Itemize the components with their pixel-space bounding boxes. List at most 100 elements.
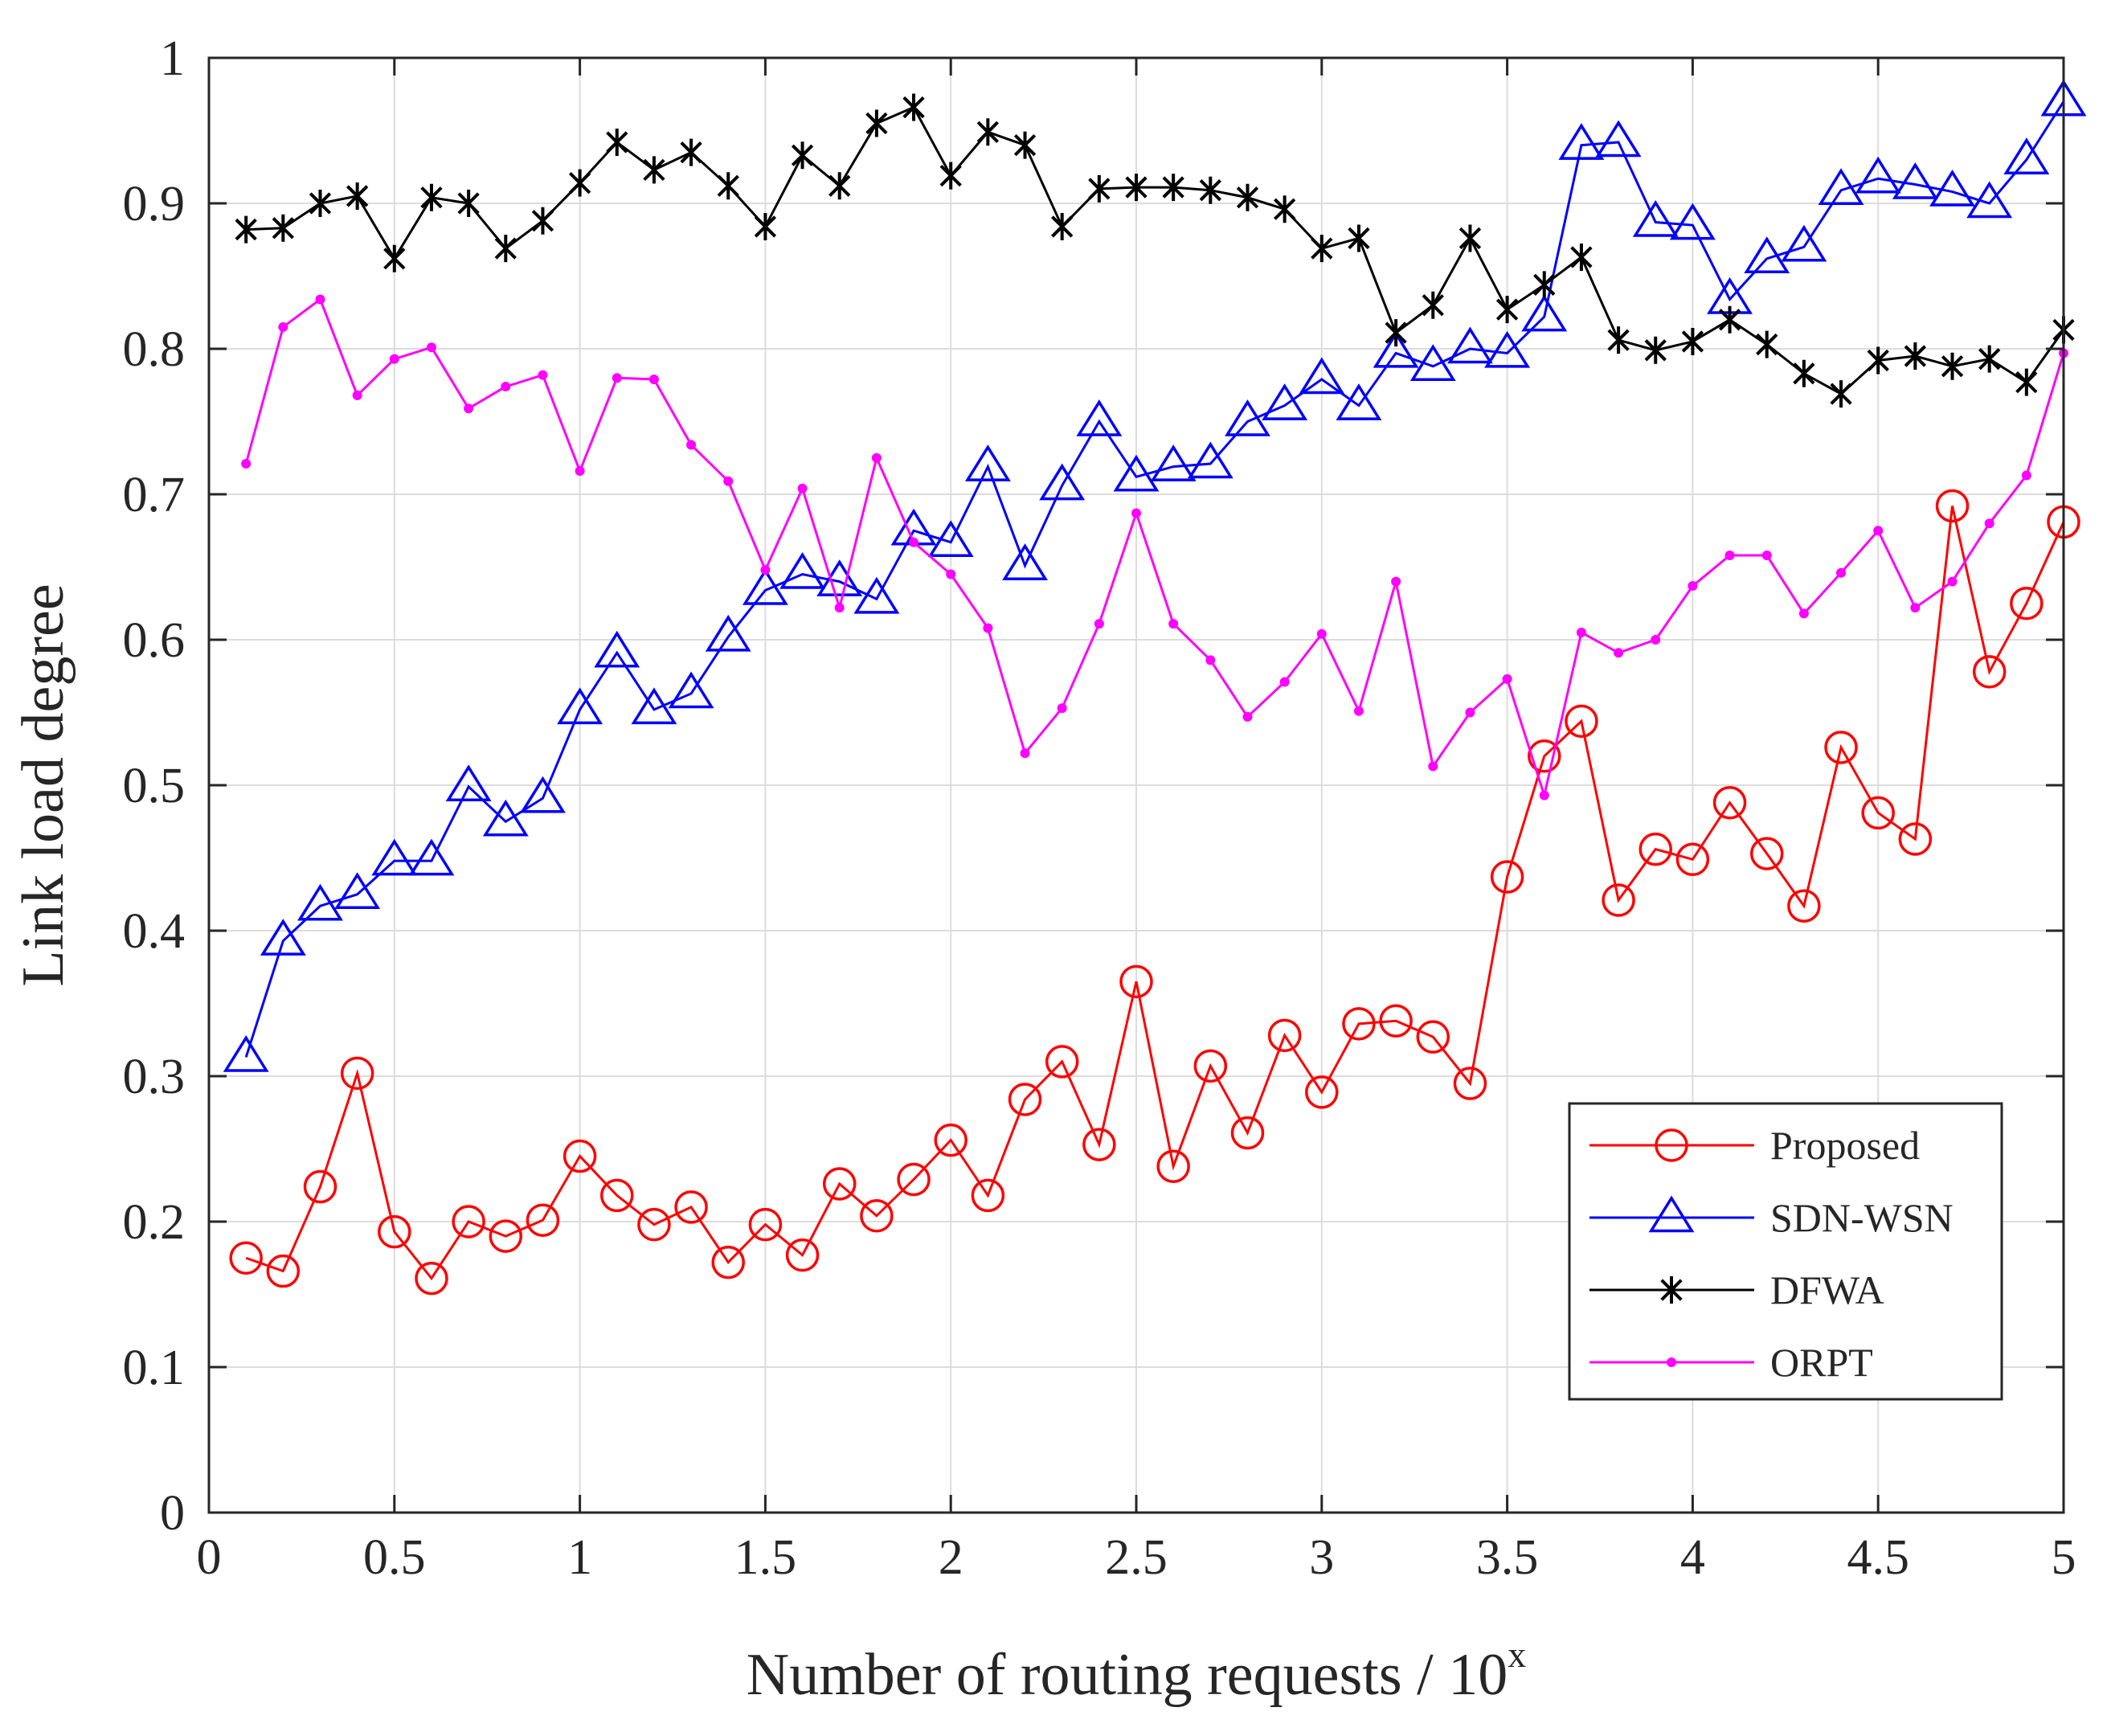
legend-entry-proposed: Proposed [1589,1123,1920,1168]
proposed-point [1565,704,1598,739]
orpt-point [946,569,956,579]
dfwa-point [1867,346,1889,375]
sdn-wsn-point [1225,399,1270,436]
series-orpt [241,294,2068,800]
proposed-point [1935,489,1970,523]
proposed-point [229,1241,263,1275]
legend-items: Proposed SDN-WSN DFWA ORPT [1589,1123,1953,1385]
y-tick-label: 1 [160,31,185,86]
orpt-point [1168,619,1179,629]
legend: Proposed SDN-WSN DFWA ORPT [1568,1102,2003,1401]
sdn-wsn-point [1113,454,1160,492]
proposed-point [971,1178,1005,1213]
x-tick-label: 1 [567,1530,592,1585]
proposed-point [1528,739,1561,773]
proposed-point [674,1190,708,1224]
proposed-point [452,1205,485,1239]
sdn-wsn-point [334,872,381,909]
sdn-wsn-line [244,100,2065,1058]
orpt-point [426,342,436,353]
proposed-point [934,1123,968,1157]
y-tick-label: 0.2 [123,1195,186,1250]
legend-entry-sdn-wsn: SDN-WSN [1589,1195,1953,1240]
series-proposed [229,489,2080,1296]
dfwa-point [1458,224,1482,252]
orpt-point [1761,551,1772,561]
axis-ticks: 0 0.5 1 1.5 2 2.5 3 3.5 4 4.5 5 0 0.1 0.2 0.3 0.4 0.5 0.6… [123,31,2076,1585]
sdn-wsn-point [1558,123,1605,160]
legend-label: DFWA [1770,1267,1884,1312]
proposed-point [600,1178,634,1213]
sdn-wsn-point [927,520,974,557]
dfwa-point [1718,305,1741,334]
sdn-wsn-point [1039,463,1086,501]
sdn-wsn-point [1187,441,1233,479]
x-axis-title-superscript: x [1508,1634,1526,1675]
proposed-point [637,1207,671,1242]
x-tick-label: 3.5 [1476,1530,1539,1585]
proposed-point [415,1261,448,1296]
orpt-point [501,382,511,392]
x-tick-label: 1.5 [734,1530,797,1585]
legend-label: Proposed [1770,1123,1920,1168]
legend-swatch-marker [1660,1276,1683,1304]
proposed-point [1638,832,1672,866]
sdn-wsn-point [1002,543,1048,580]
proposed-point [489,1219,523,1253]
proposed-point [1305,1075,1339,1109]
x-tick-label: 4 [1680,1530,1705,1585]
orpt-point [686,440,697,450]
dfwa-point [1236,183,1259,211]
sdn-wsn-point [1669,203,1716,240]
dfwa-point [494,235,517,263]
dfwa-point [1978,345,2001,373]
proposed-point [1416,1020,1450,1054]
orpt-point [1428,761,1438,772]
orpt-point [1391,576,1401,587]
dfwa-point [1051,212,1074,240]
legend-swatch-marker [1655,1128,1688,1162]
dfwa-point [235,215,257,244]
proposed-point [711,1245,745,1279]
orpt-point [612,373,622,383]
dfwa-point [1607,326,1630,354]
proposed-point [1453,1067,1487,1100]
orpt-point [241,458,252,469]
dfwa-point [643,156,665,184]
orpt-point [315,294,325,305]
orpt-point [797,483,808,493]
orpt-point [760,565,771,575]
sdn-wsn-point [1781,224,1827,262]
orpt-point [1353,706,1364,716]
orpt-line [244,297,2065,800]
sdn-wsn-point [260,919,306,956]
orpt-point [389,354,399,364]
orpt-point [538,370,548,380]
proposed-point [1082,1128,1116,1161]
dfwa-point [346,182,369,210]
sdn-wsn-point [1446,326,1493,364]
x-axis-title-main: Number of routing requests / 10 [747,1642,1508,1708]
dfwa-point [1941,352,1964,380]
sdn-wsn-point [631,687,677,725]
series-sdn-wsn [223,79,2087,1072]
dfwa-point [1495,296,1519,324]
dfwa-point [420,183,443,211]
proposed-point [1490,860,1524,894]
dfwa-point [531,207,554,235]
sdn-wsn-point [1744,236,1790,274]
sdn-wsn-point [705,614,751,652]
dfwa-point [1644,336,1667,364]
dfwa-point [272,214,294,242]
x-tick-label: 4.5 [1847,1530,1909,1585]
x-tick-label: 0 [197,1530,222,1585]
y-tick-label: 0.9 [123,177,186,231]
x-tick-label: 2.5 [1105,1530,1168,1585]
legend-swatch-marker [1648,1195,1695,1233]
sdn-wsn-point [1076,399,1123,436]
dfwa-point [383,244,406,272]
sdn-wsn-point [1409,344,1456,381]
orpt-point [1688,581,1698,592]
y-tick-label: 0.7 [123,468,186,522]
